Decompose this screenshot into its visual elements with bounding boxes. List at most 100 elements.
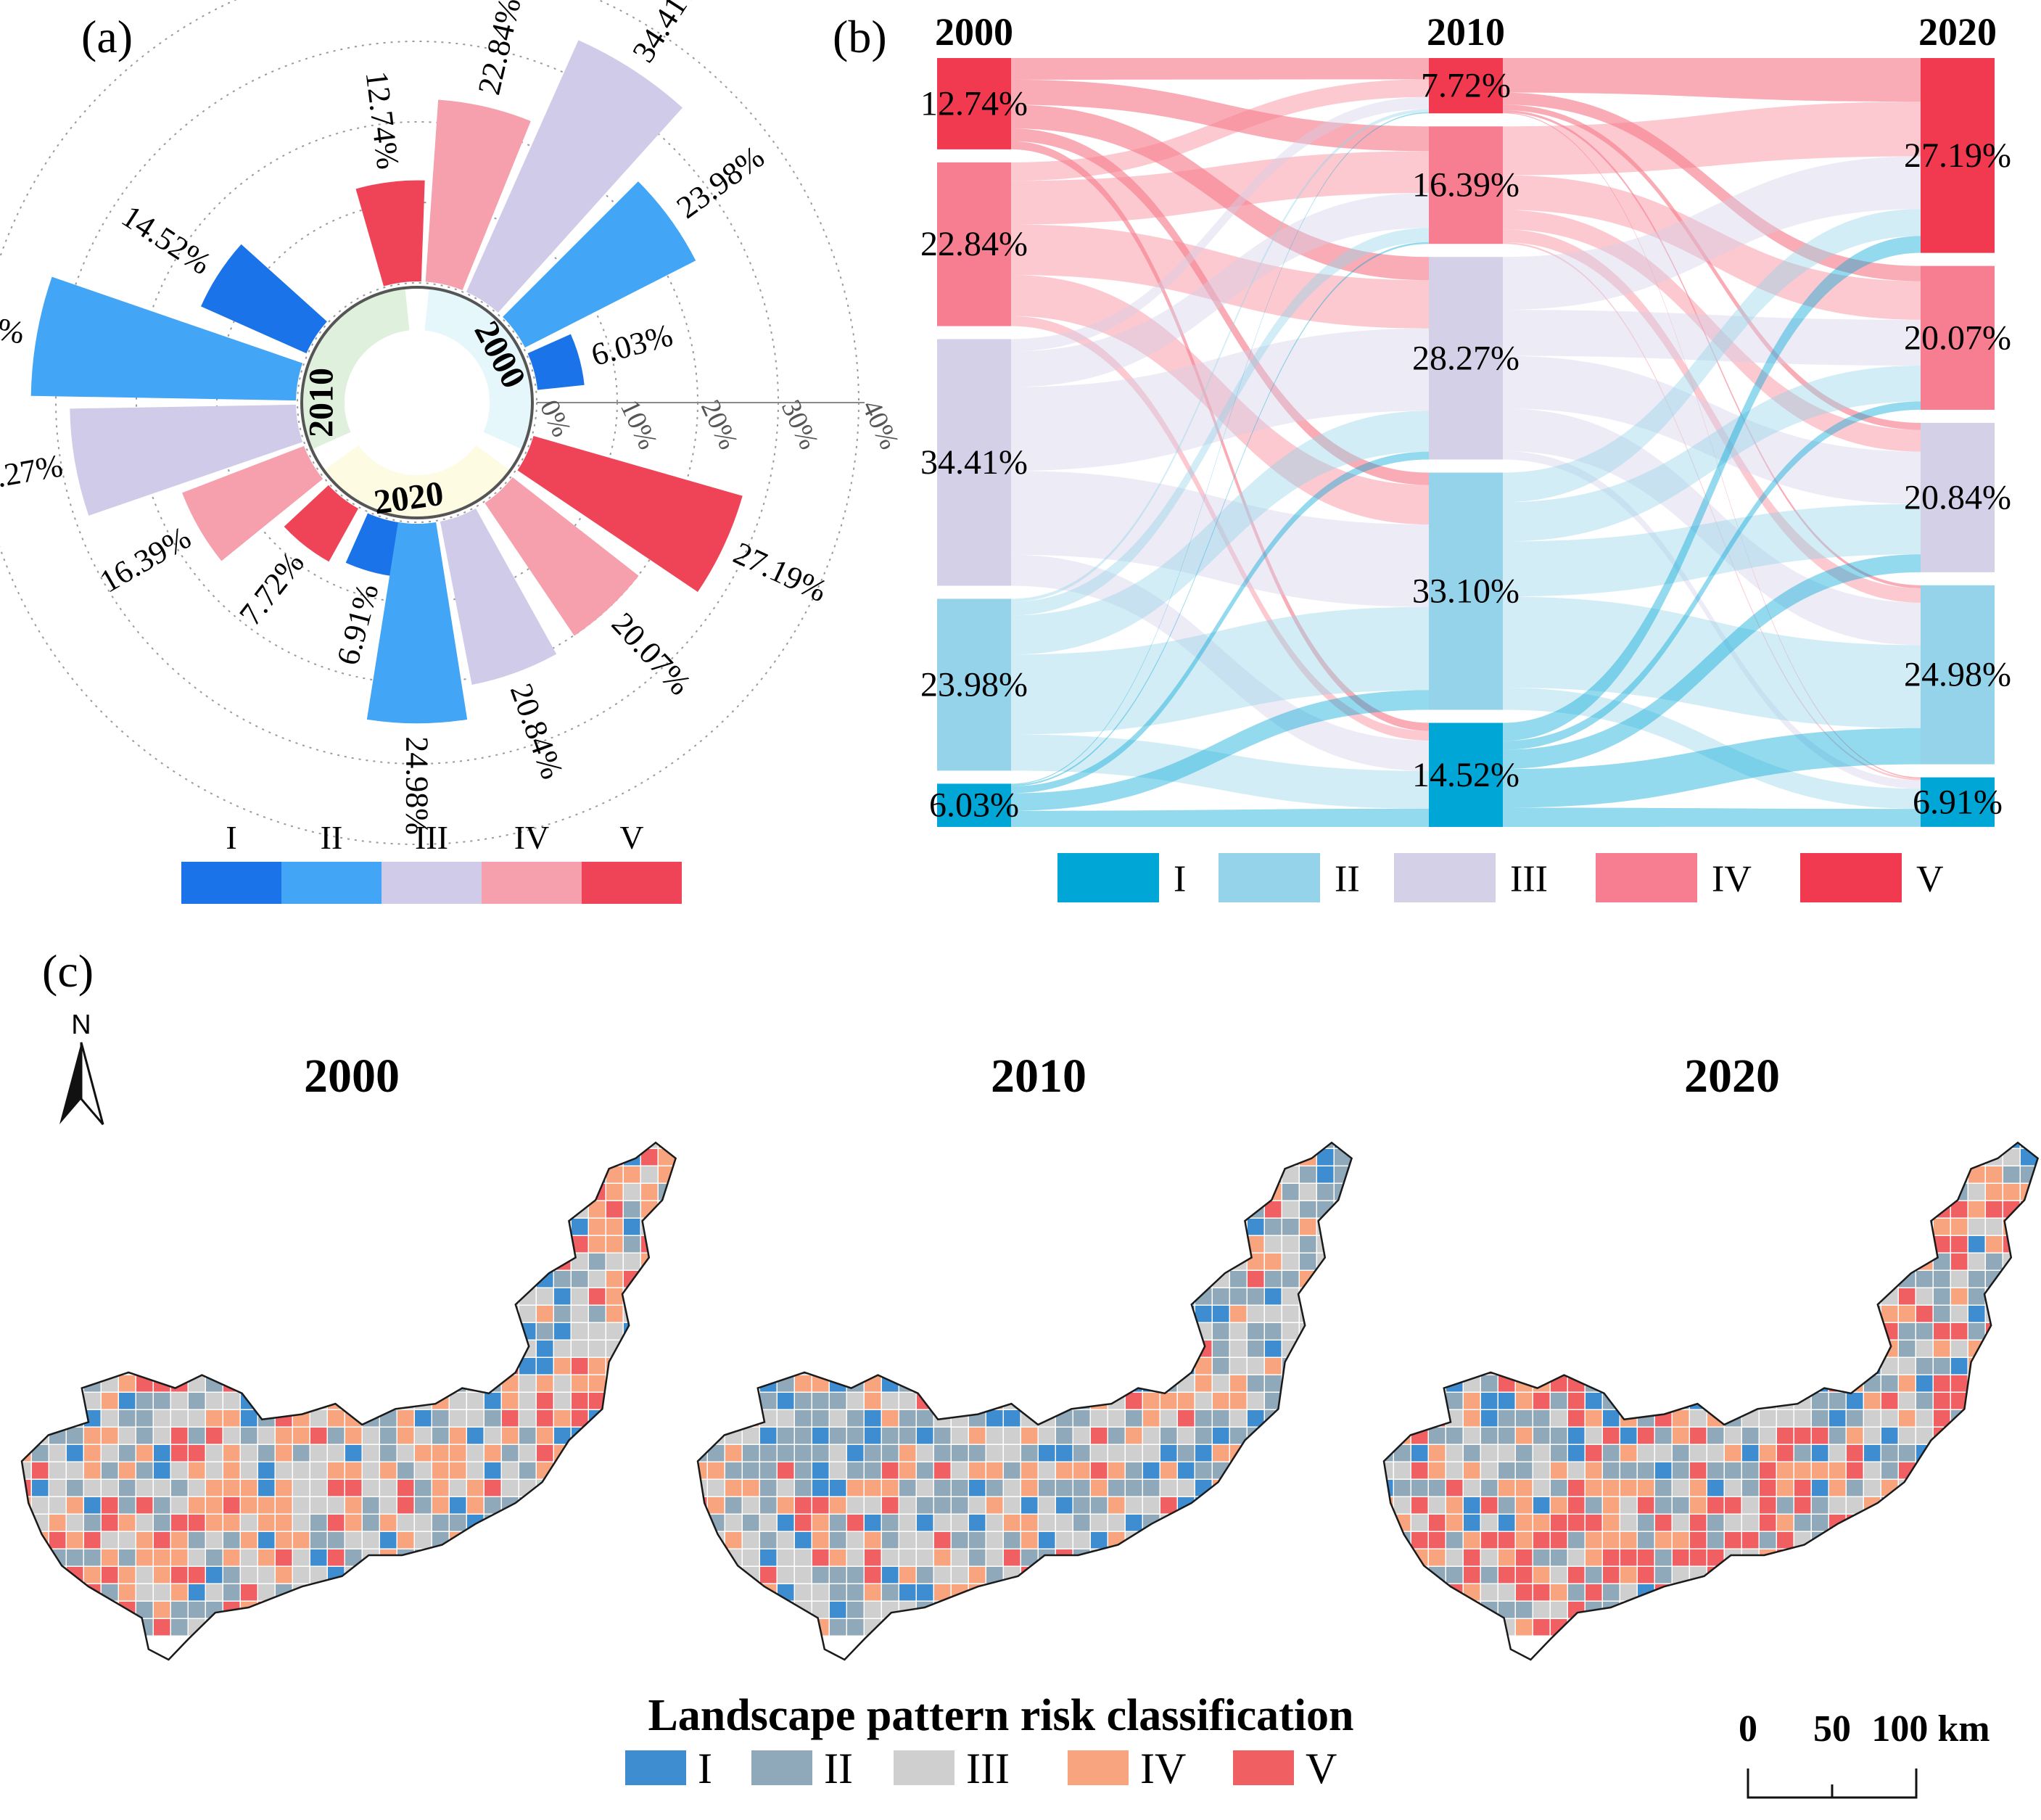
sankey-value-label-2000-IV: 22.84% — [920, 225, 1028, 263]
map-cell — [171, 1584, 188, 1601]
map-cell — [624, 1567, 640, 1584]
map-cell — [1742, 1375, 1759, 1392]
map-cell — [795, 1584, 812, 1601]
map-cell — [1742, 1358, 1759, 1375]
map-cell — [1446, 1497, 1463, 1514]
map-cell — [1638, 1567, 1654, 1584]
sankey-value-label-2010-V: 7.72% — [1421, 67, 1511, 105]
map-cell — [1551, 1567, 1567, 1584]
map-cell — [1384, 1549, 1393, 1566]
map-cell — [1864, 1428, 1881, 1444]
map-cell — [1248, 1271, 1264, 1288]
sankey-value-label-2010-II: 33.10% — [1412, 572, 1520, 611]
map-cell — [1951, 1306, 1968, 1322]
map-cell — [1021, 1253, 1038, 1270]
map-cell — [1352, 1219, 1369, 1235]
map-cell — [223, 1549, 240, 1566]
map-cell — [969, 1515, 986, 1531]
map-cell — [1039, 1201, 1055, 1218]
map-cell — [1725, 1341, 1741, 1357]
map-cell — [485, 1306, 501, 1322]
map-cell — [708, 1567, 725, 1584]
map-cell — [554, 1142, 571, 1148]
map-cell — [1481, 1341, 1498, 1357]
map-cell — [795, 1288, 812, 1305]
map-cell — [1916, 1184, 1933, 1201]
map-cell — [1794, 1584, 1811, 1601]
map-cell — [1934, 1480, 1950, 1496]
map-cell — [1300, 1236, 1316, 1253]
map-cell — [223, 1288, 240, 1305]
sankey-flow-2010-III-to-2020-IV — [1503, 310, 1921, 366]
map-cell — [519, 1306, 536, 1322]
map-cell — [171, 1166, 188, 1183]
map-cell — [380, 1602, 397, 1618]
map-cell — [554, 1184, 571, 1201]
map-cell — [969, 1219, 986, 1235]
map-cell — [1864, 1515, 1881, 1531]
scale-label-1: 50 — [1813, 1708, 1851, 1750]
map-cell — [22, 1410, 31, 1427]
map-cell — [1369, 1184, 1386, 1201]
map-cell — [1369, 1358, 1386, 1375]
map-cell — [293, 1375, 310, 1392]
map-cell — [519, 1271, 536, 1288]
map-cell — [171, 1306, 188, 1322]
map-cell — [554, 1271, 571, 1288]
map-cell — [1335, 1480, 1351, 1496]
map-cell — [1384, 1323, 1393, 1340]
map-cell — [1899, 1584, 1916, 1601]
map-cell — [1004, 1358, 1021, 1375]
map-cell — [84, 1271, 101, 1288]
map-cell — [1464, 1410, 1480, 1427]
map-cell — [136, 1184, 153, 1201]
map-cell — [743, 1619, 759, 1636]
map-cell — [2003, 1306, 2020, 1322]
map-cell — [1655, 1462, 1672, 1479]
map-cell — [485, 1236, 501, 1253]
map-cell — [1968, 1497, 1985, 1514]
map-cell — [1300, 1393, 1316, 1409]
map-cell — [1464, 1166, 1480, 1183]
map-cell — [1446, 1201, 1463, 1218]
map-cell — [2021, 1236, 2037, 1253]
map-cell — [1881, 1288, 1898, 1305]
map-cell — [1143, 1219, 1160, 1235]
map-cell — [1725, 1166, 1741, 1183]
map-cell — [1195, 1375, 1212, 1392]
map-cell — [969, 1201, 986, 1218]
map-cell — [969, 1149, 986, 1166]
map-cell — [1300, 1497, 1316, 1514]
map-cell — [467, 1288, 484, 1305]
map-cell — [22, 1358, 31, 1375]
map-cell — [1248, 1567, 1264, 1584]
map-cell — [119, 1497, 136, 1514]
map-cell — [1934, 1410, 1950, 1427]
map-cell — [189, 1428, 205, 1444]
map-cell — [310, 1428, 327, 1444]
map-cell — [485, 1201, 501, 1218]
map-cell — [537, 1219, 553, 1235]
map-cell — [1829, 1288, 1846, 1305]
map-cell — [1655, 1149, 1672, 1166]
map-cell — [1951, 1149, 1968, 1166]
map-cell — [1073, 1306, 1090, 1322]
map-cell — [934, 1567, 951, 1584]
map-cell — [189, 1619, 205, 1636]
map-cell — [154, 1288, 170, 1305]
map-cell — [241, 1602, 257, 1618]
map-cell — [812, 1462, 829, 1479]
map-cell — [293, 1323, 310, 1340]
map-cell — [1516, 1306, 1533, 1322]
map-cell — [345, 1549, 362, 1566]
map-cell — [415, 1323, 432, 1340]
map-cell — [1603, 1567, 1620, 1584]
map-cell — [847, 1602, 864, 1618]
map-cell — [1934, 1549, 1950, 1566]
map-cell — [310, 1462, 327, 1479]
map-cell — [189, 1201, 205, 1218]
map-cell — [1282, 1619, 1299, 1636]
map-cell — [708, 1323, 725, 1340]
map-cell — [1864, 1201, 1881, 1218]
map-cell — [1516, 1219, 1533, 1235]
